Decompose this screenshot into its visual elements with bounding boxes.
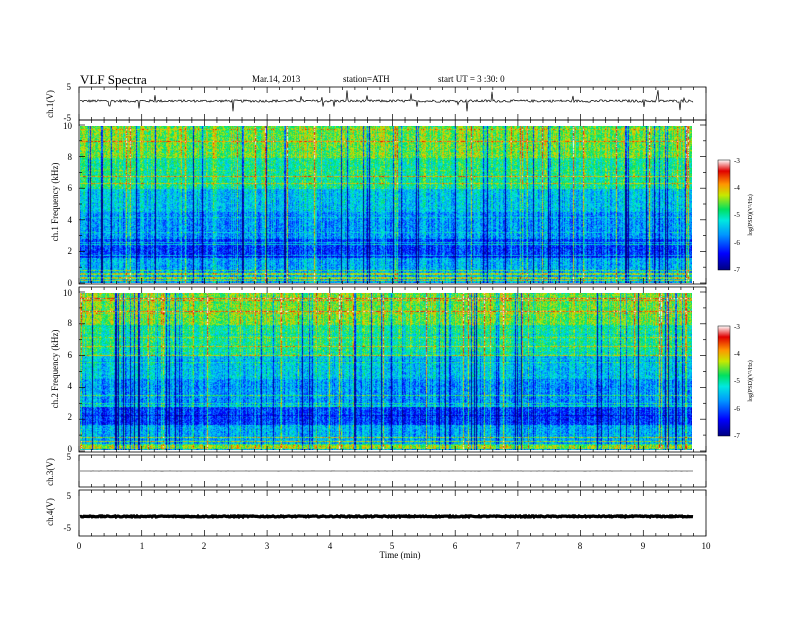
ch3-ytick-top: 5 xyxy=(67,452,72,462)
ch1-cb-tick-m5: -5 xyxy=(734,211,740,219)
ch1-waveform-ytick-labels: 5 -5 xyxy=(64,82,72,123)
x-tick-4: 4 xyxy=(328,541,333,551)
ch1-waveform-line xyxy=(80,90,693,111)
start-time-label: start UT = 3 :30: 0 xyxy=(438,74,505,84)
ch1-spec-ytick-10: 10 xyxy=(63,121,73,131)
x-tick-8: 8 xyxy=(578,541,583,551)
ch2-cb-tick-m5: -5 xyxy=(734,377,740,385)
ch1-spec-ytick-4: 4 xyxy=(68,215,73,225)
ch2-spec-ytick-6: 6 xyxy=(68,350,73,360)
x-tick-2: 2 xyxy=(202,541,207,551)
ch2-spec-ytick-10: 10 xyxy=(63,288,73,298)
ch2-spec-ytick-4: 4 xyxy=(68,381,73,391)
x-tick-10: 10 xyxy=(702,541,712,551)
ch1-ytick-top: 5 xyxy=(67,82,72,92)
ch2-spectrogram-ylabel: ch.2 Frequency (kHz) xyxy=(50,330,60,409)
ch4-ytick-top: 5 xyxy=(67,491,72,501)
ch2-cb-tick-m4: -4 xyxy=(734,350,740,358)
ch4-waveform-frame xyxy=(79,490,706,536)
ch1-spec-ytick-6: 6 xyxy=(68,183,73,193)
ch2-cb-tick-m3: -3 xyxy=(734,323,740,331)
ch1-colorbar xyxy=(718,160,730,270)
ch2-colorbar xyxy=(718,326,730,436)
ch1-spectrogram-image xyxy=(80,126,692,283)
figure-title: VLF Spectra xyxy=(80,72,147,87)
ch2-spectrogram-ytick-labels: 0 2 4 6 8 10 xyxy=(63,288,73,454)
ch1-spec-ytick-2: 2 xyxy=(68,246,73,256)
ch1-colorbar-tick-labels: -3 -4 -5 -6 -7 xyxy=(734,157,740,274)
x-tick-3: 3 xyxy=(265,541,270,551)
x-tick-9: 9 xyxy=(641,541,646,551)
ch4-ytick-bottom: -5 xyxy=(64,523,72,533)
x-tick-6: 6 xyxy=(453,541,458,551)
ch2-colorbar-tick-labels: -3 -4 -5 -6 -7 xyxy=(734,323,740,440)
ch2-spec-ytick-2: 2 xyxy=(68,412,73,422)
ch4-waveform-ylabel: ch.4(V) xyxy=(45,498,55,526)
ch1-spec-ytick-0: 0 xyxy=(68,278,73,288)
x-tick-7: 7 xyxy=(516,541,521,551)
ch1-cb-tick-m6: -6 xyxy=(734,239,740,247)
ch2-spec-ytick-8: 8 xyxy=(68,318,73,328)
station-label: station=ATH xyxy=(343,74,390,84)
ch3-waveform-ytick-labels: 5 xyxy=(67,452,72,462)
ch4-waveform-line xyxy=(80,516,693,517)
ch3-waveform-ylabel: ch.3(V) xyxy=(45,458,55,486)
ch1-spectrogram-ylabel: ch.1 Frequency (kHz) xyxy=(50,163,60,242)
ch1-cb-tick-m4: -4 xyxy=(734,184,740,192)
ch1-cb-tick-m3: -3 xyxy=(734,157,740,165)
ch1-waveform-ylabel: ch.1(V) xyxy=(45,90,55,118)
ch4-waveform-ytick-labels: 5 -5 xyxy=(64,491,72,533)
x-tick-0: 0 xyxy=(77,541,82,551)
ch1-spectrogram-ytick-labels: 0 2 4 6 8 10 xyxy=(63,121,73,288)
ch2-cb-tick-m7: -7 xyxy=(734,432,740,440)
ch1-spec-ytick-8: 8 xyxy=(68,152,73,162)
x-tick-1: 1 xyxy=(140,541,145,551)
ch1-cb-tick-m7: -7 xyxy=(734,266,740,274)
ch1-colorbar-label: log(PSD)(V²/Hz) xyxy=(747,194,754,235)
x-axis-label: Time (min) xyxy=(380,550,421,560)
ch2-colorbar-label: log(PSD)(V²/Hz) xyxy=(747,360,754,401)
ch2-cb-tick-m6: -6 xyxy=(734,405,740,413)
date-label: Mar.14, 2013 xyxy=(252,74,301,84)
ch2-spectrogram-image xyxy=(80,293,692,450)
